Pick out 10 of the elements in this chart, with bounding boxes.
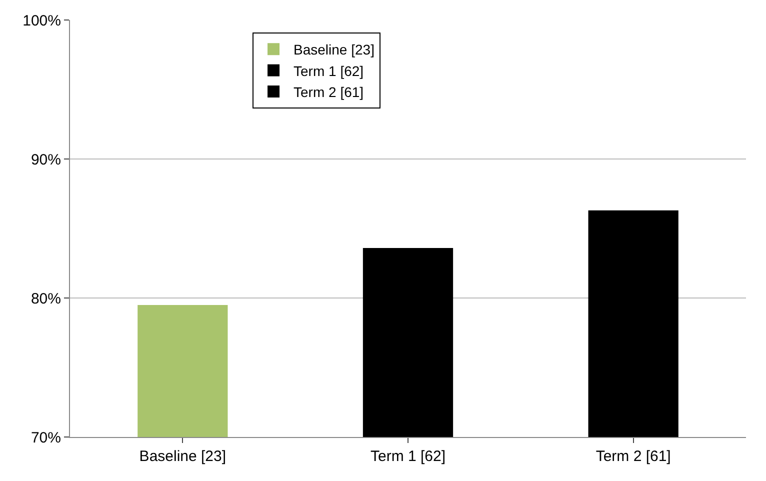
y-tick-label: 100%	[22, 12, 61, 30]
y-tick-label: 80%	[30, 290, 61, 308]
x-tick-label: Baseline [23]	[139, 448, 226, 465]
x-tick-label: Term 2 [61]	[596, 448, 671, 465]
legend-label: Term 1 [62]	[294, 62, 364, 79]
y-tick-label: 70%	[30, 429, 61, 446]
legend-label: Baseline [23]	[294, 42, 374, 58]
legend-label: Term 2 [61]	[294, 84, 364, 100]
y-tick-label: 90%	[30, 151, 61, 168]
x-tick-label: Term 1 [62]	[370, 448, 446, 465]
